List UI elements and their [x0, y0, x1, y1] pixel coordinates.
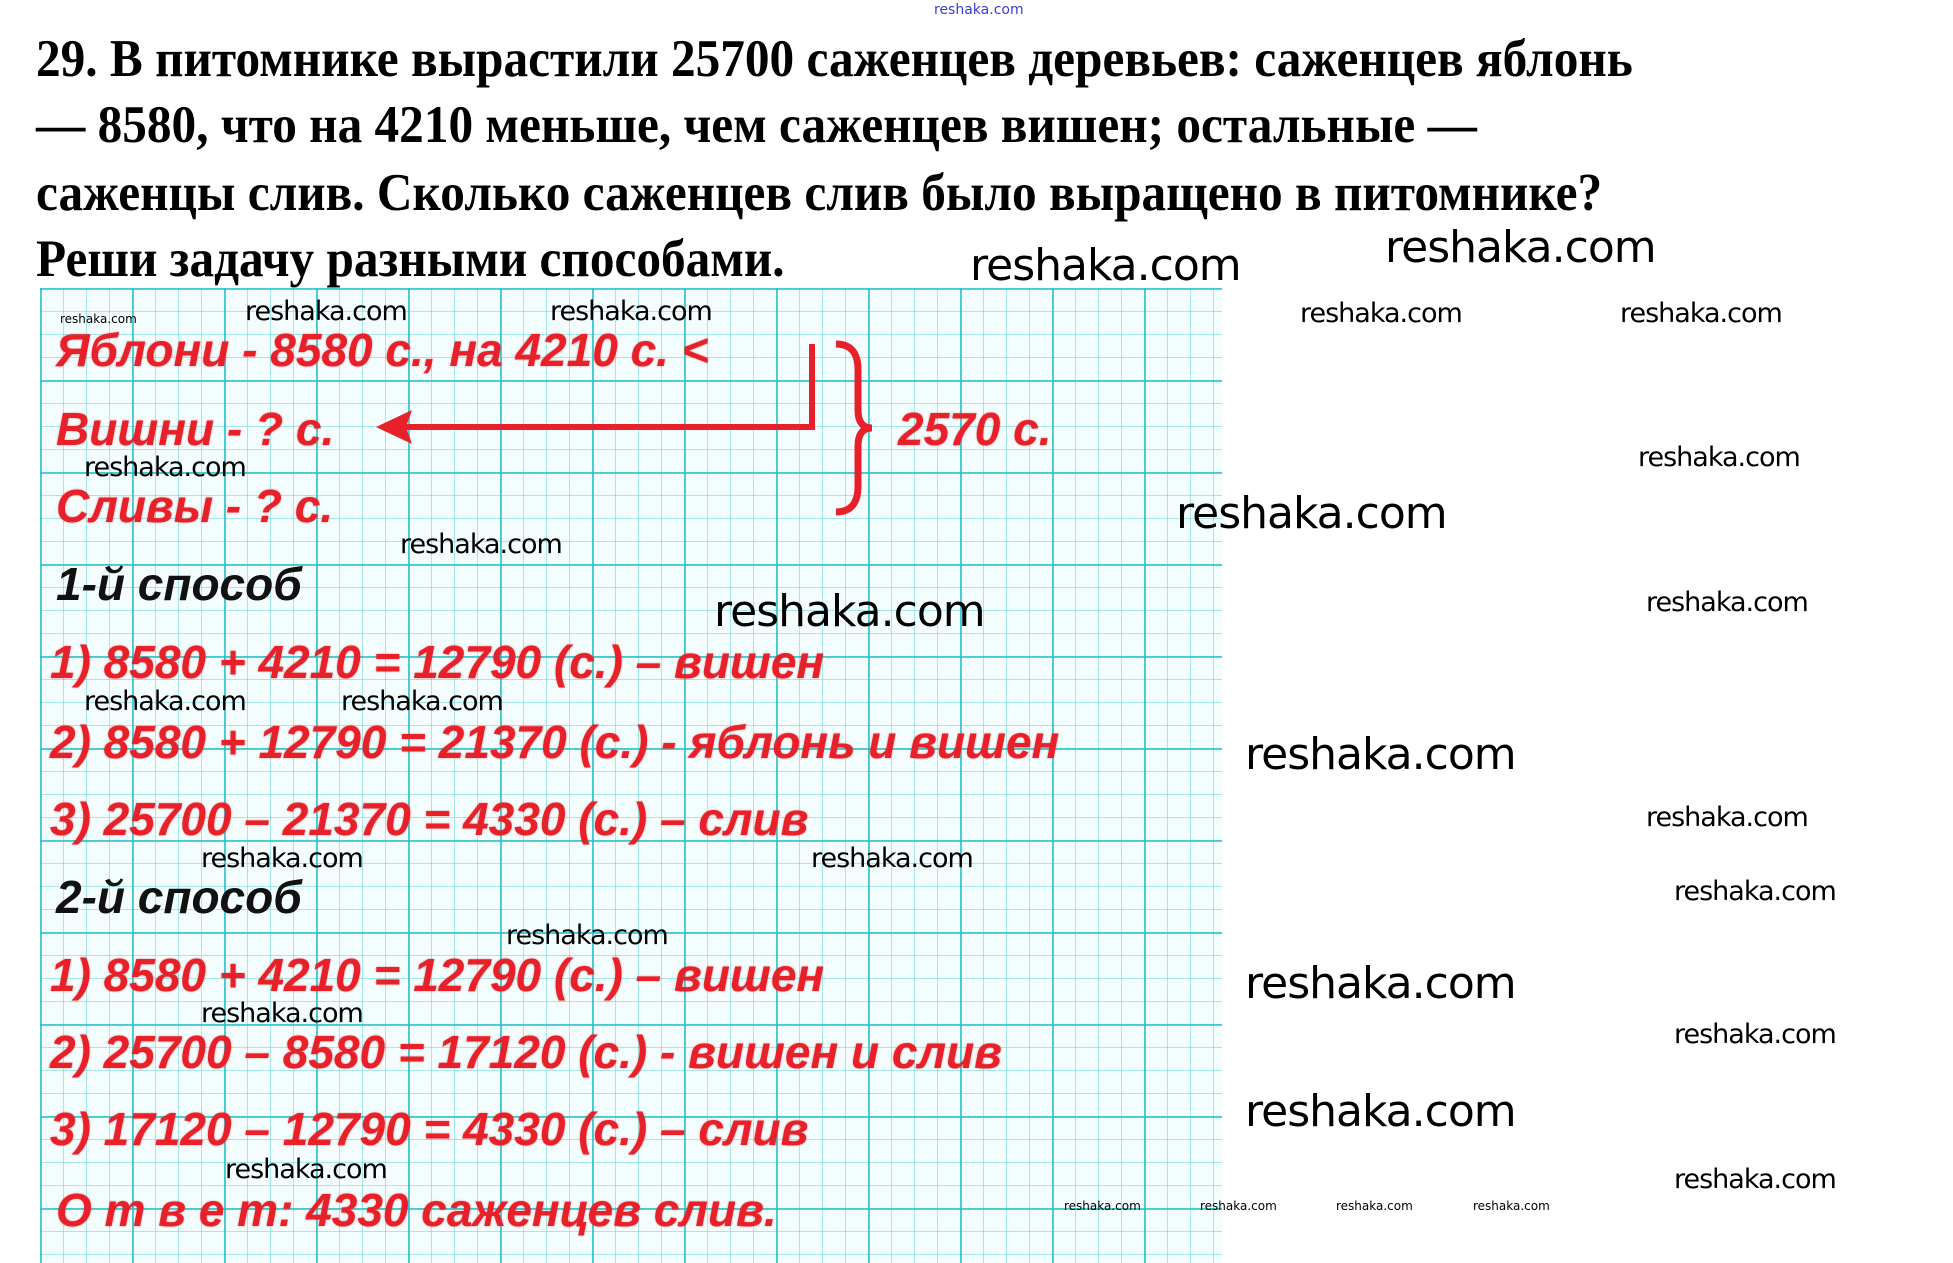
- method-1-step: 2) 8580 + 12790 = 21370 (с.) - яблонь и …: [50, 716, 1060, 768]
- method-1-heading: 1-й способ: [56, 558, 302, 610]
- watermark: reshaka.com: [84, 452, 247, 483]
- watermark: reshaka.com: [811, 843, 974, 874]
- watermark: reshaka.com: [225, 1154, 388, 1185]
- method-2-step: 2) 25700 – 8580 = 17120 (с.) - вишен и с…: [50, 1026, 1002, 1078]
- watermark: reshaka.com: [1245, 1086, 1517, 1137]
- method-1-step: 3) 25700 – 21370 = 4330 (с.) – слив: [50, 793, 809, 845]
- watermark: reshaka.com: [550, 296, 713, 327]
- method-2-step: 3) 17120 – 12790 = 4330 (с.) – слив: [50, 1103, 809, 1155]
- problem-line: саженцы слив. Сколько саженцев слив было…: [36, 164, 1603, 222]
- watermark: reshaka.com: [1646, 587, 1809, 618]
- watermark: reshaka.com: [1473, 1199, 1550, 1213]
- watermark: reshaka.com: [1200, 1199, 1277, 1213]
- watermark: reshaka.com: [1674, 876, 1837, 907]
- watermark: reshaka.com: [245, 296, 408, 327]
- arrow-head-icon: [376, 410, 412, 444]
- watermark: reshaka.com: [714, 586, 986, 637]
- method-2-heading: 2-й способ: [56, 871, 302, 923]
- watermark: reshaka.com: [1620, 298, 1783, 329]
- watermark: reshaka.com: [1064, 1199, 1141, 1213]
- watermark: reshaka.com: [1646, 802, 1809, 833]
- watermark: reshaka.com: [970, 240, 1242, 291]
- method-2-step: 1) 8580 + 4210 = 12790 (с.) – вишен: [50, 949, 825, 1001]
- watermark: reshaka.com: [1176, 488, 1448, 539]
- arrow-vertical-line: [809, 344, 815, 430]
- problem-line: — 8580, что на 4210 меньше, чем саженцев…: [36, 96, 1477, 154]
- problem-line: Реши задачу разными способами.: [36, 230, 785, 288]
- condition-cherries: Вишни - ? с.: [56, 403, 335, 455]
- condition-plums: Сливы - ? с.: [56, 480, 334, 532]
- condition-total: 2570 с.: [898, 403, 1052, 455]
- watermark: reshaka.com: [1638, 442, 1801, 473]
- watermark: reshaka.com: [1336, 1199, 1413, 1213]
- watermark: reshaka.com: [400, 529, 563, 560]
- watermark: reshaka.com: [201, 998, 364, 1029]
- watermark: reshaka.com: [1674, 1019, 1837, 1050]
- watermark: reshaka.com: [1245, 729, 1517, 780]
- header-watermark: reshaka.com: [934, 2, 1024, 18]
- condition-apples: Яблони - 8580 с., на 4210 с. <: [56, 324, 709, 376]
- watermark: reshaka.com: [84, 686, 247, 717]
- watermark: reshaka.com: [341, 686, 504, 717]
- problem-line: 29. В питомнике вырастили 25700 саженцев…: [36, 30, 1633, 88]
- arrow-horizontal-line: [395, 424, 815, 430]
- curly-brace-icon: [835, 340, 873, 516]
- answer: О т в е т: 4330 саженцев слив.: [56, 1184, 777, 1236]
- watermark: reshaka.com: [201, 843, 364, 874]
- watermark: reshaka.com: [1674, 1164, 1837, 1195]
- watermark: reshaka.com: [1245, 958, 1517, 1009]
- method-1-step: 1) 8580 + 4210 = 12790 (с.) – вишен: [50, 636, 825, 688]
- watermark: reshaka.com: [60, 312, 137, 326]
- graph-paper-solution: [40, 288, 1222, 1263]
- watermark: reshaka.com: [1385, 222, 1657, 273]
- watermark: reshaka.com: [1300, 298, 1463, 329]
- watermark: reshaka.com: [506, 920, 669, 951]
